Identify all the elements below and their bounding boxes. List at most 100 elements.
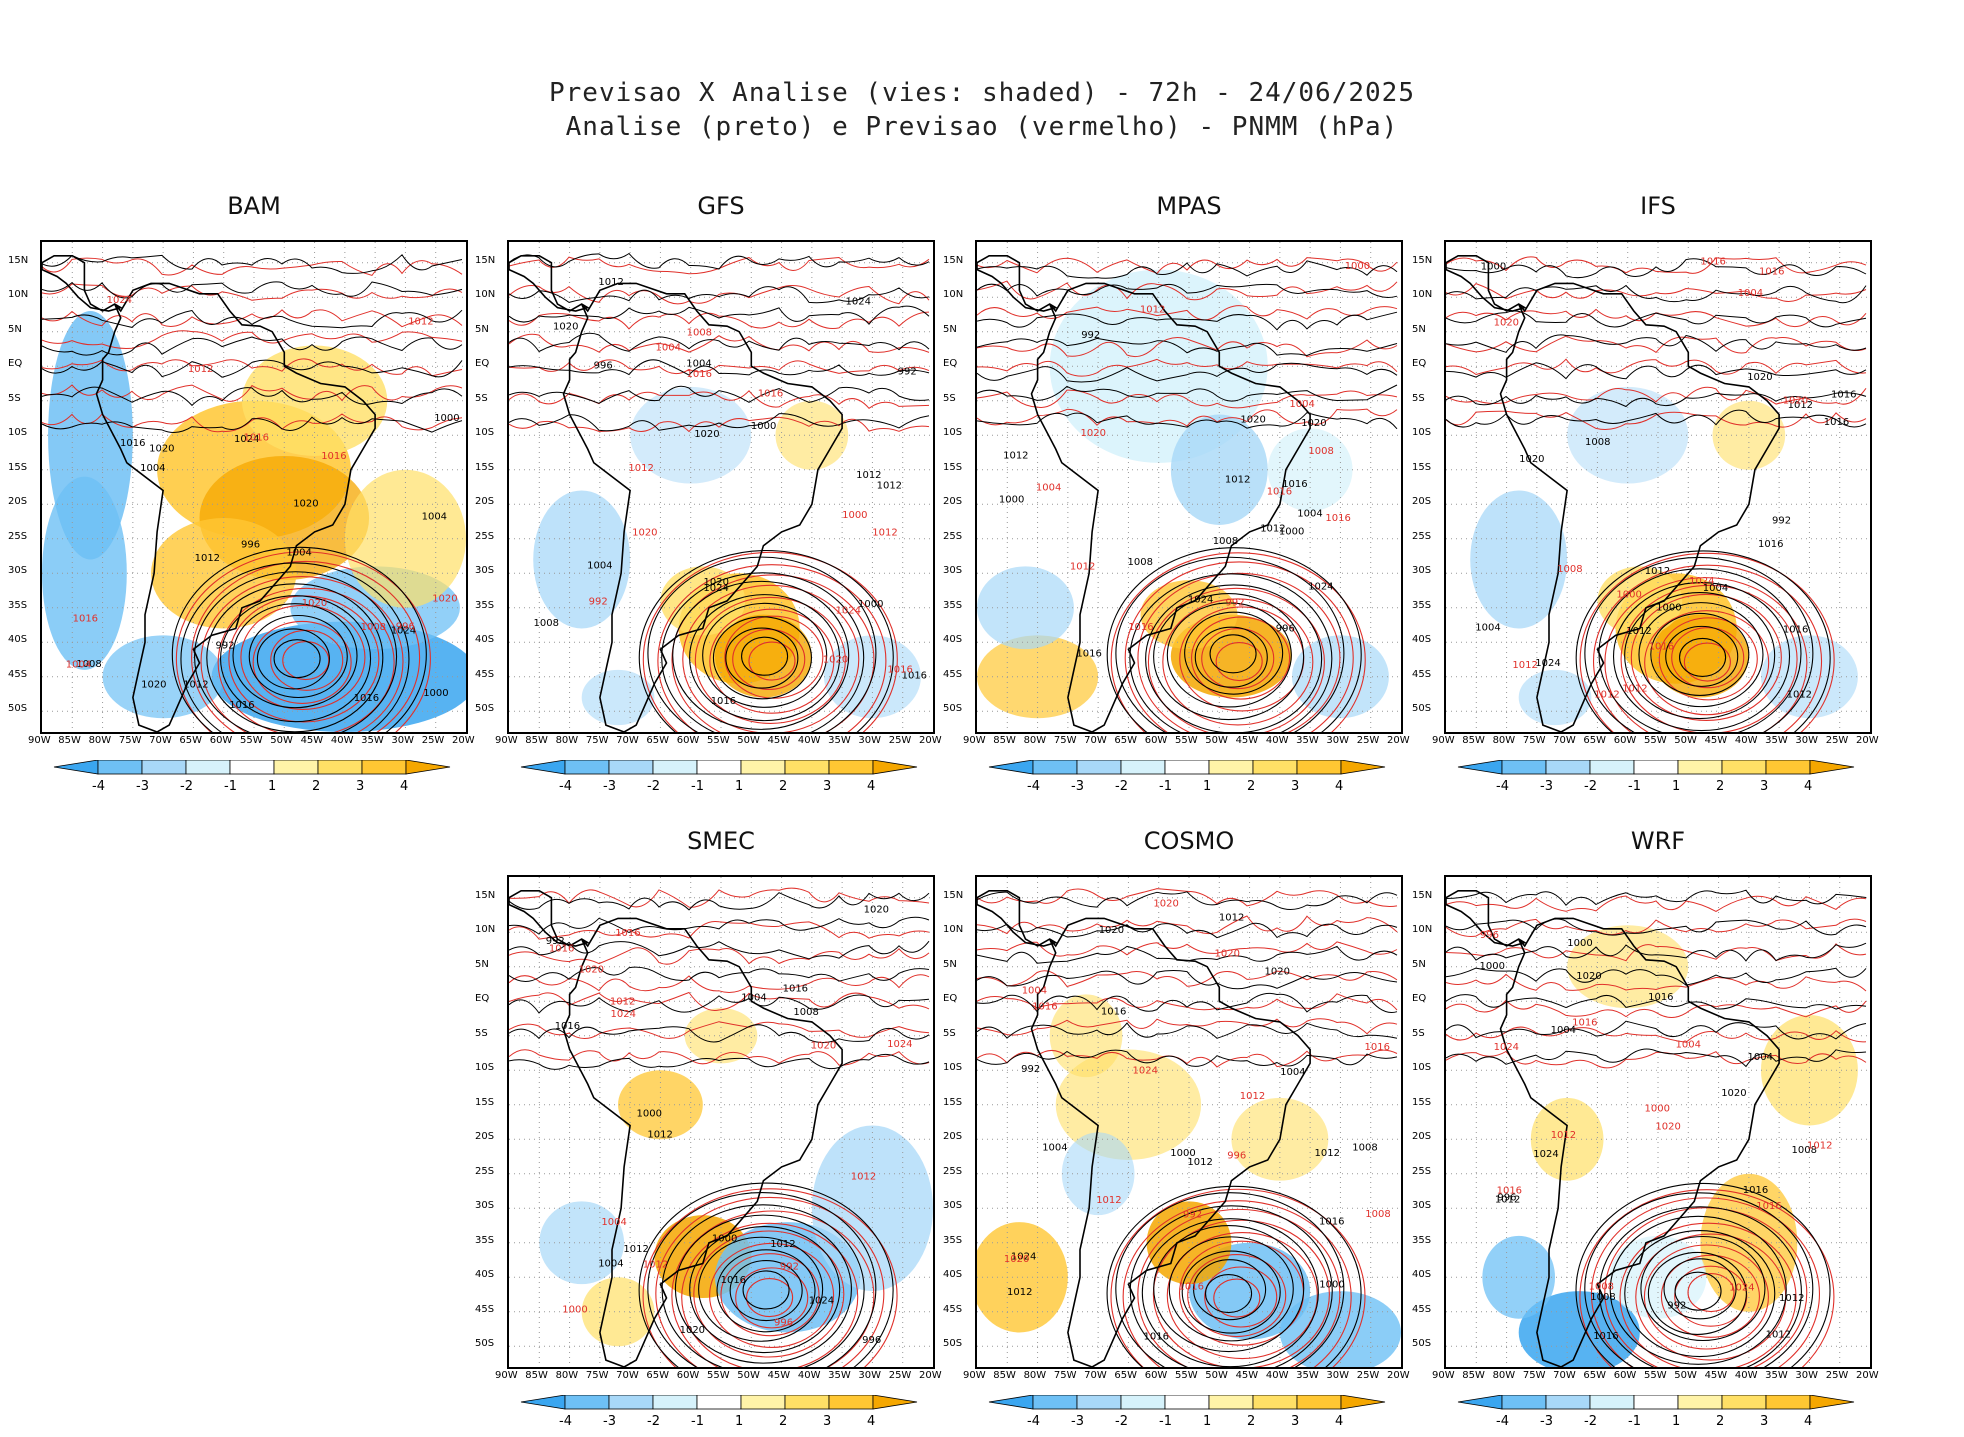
colorbar-tick: 3 xyxy=(356,779,364,794)
lon-label: 80W xyxy=(1023,1370,1047,1381)
lon-label: 20W xyxy=(1856,735,1879,746)
isobar-line xyxy=(1612,581,1791,732)
isobar-label: 1024 xyxy=(1533,1149,1558,1160)
isobar-label: 1016 xyxy=(1783,625,1808,636)
isobar-label: 1016 xyxy=(711,696,736,707)
lat-label: 30S xyxy=(475,1200,495,1212)
colorbar-segment xyxy=(1809,1395,1855,1410)
isobar-label: 992 xyxy=(780,1262,799,1273)
isobar-label: 996 xyxy=(774,1317,793,1328)
analysis-isobars xyxy=(977,260,1398,732)
isobar-label: 1016 xyxy=(1267,486,1292,497)
central-america-coastline xyxy=(42,255,123,312)
colorbar-tick: -2 xyxy=(180,779,193,794)
isobar-line xyxy=(709,1242,835,1349)
colorbar-tick: 1 xyxy=(268,779,276,794)
colorbar: -4 -3 -2 -1 1 2 3 4 xyxy=(1457,1395,1855,1429)
colorbar-segment xyxy=(53,760,99,775)
lon-label: 45W xyxy=(767,1370,791,1381)
isobar-label: 1012 xyxy=(877,481,902,492)
bias-area xyxy=(630,386,752,484)
isobar-label: 1008 xyxy=(1213,536,1238,547)
lat-label: 10N xyxy=(475,289,496,301)
colorbar-segment xyxy=(1164,760,1210,775)
isobar-line xyxy=(977,1022,1398,1039)
isobar-label: 1004 xyxy=(422,512,447,523)
lon-label: 50W xyxy=(1674,735,1697,746)
isobar-label: 1012 xyxy=(1495,1194,1520,1205)
isobar-label: 1012 xyxy=(1240,1091,1265,1102)
isobar-label: 1020 xyxy=(1153,899,1178,910)
lat-label: 35S xyxy=(475,599,495,611)
central-america-coastline xyxy=(1446,255,1527,312)
isobar-label: 1008 xyxy=(1792,1145,1817,1156)
isobar-label: 1020 xyxy=(149,443,174,454)
isobar-label: 1004 xyxy=(741,993,766,1004)
isobar-label: 1012 xyxy=(1645,566,1670,577)
isobar-line xyxy=(1153,593,1305,721)
colorbar-segment xyxy=(1252,1395,1298,1410)
isobar-line xyxy=(1153,1224,1305,1353)
lat-label: 15S xyxy=(475,1096,495,1108)
colorbar-tick: -1 xyxy=(224,779,237,794)
isobar-line xyxy=(1620,584,1798,732)
bias-map: 1016101210121012101610161020102010241012… xyxy=(1446,242,1870,732)
isobar-label: 1012 xyxy=(183,680,208,691)
isobar-line xyxy=(42,386,463,407)
isobar-label: 1012 xyxy=(851,1172,876,1183)
colorbar-segment xyxy=(1589,760,1635,775)
panel-mpas: MPAS 1012 1016 1012 1020 1024 1020 1012 1008 1004… xyxy=(943,192,1410,802)
isobar-label: 1020 xyxy=(302,598,327,609)
lon-label: 50W xyxy=(1205,1370,1228,1381)
isobar-label: 1016 xyxy=(1128,622,1153,633)
isobar-label: 1012 xyxy=(1807,1141,1832,1152)
isobar-line xyxy=(729,1259,803,1322)
isobar-label: 1000 xyxy=(434,413,459,424)
colorbar-tick: -4 xyxy=(1496,779,1509,794)
colorbar: -4 -3 -2 -1 1 2 3 4 xyxy=(988,1395,1386,1429)
colorbar-segment xyxy=(1164,1395,1210,1410)
isobar-label: 1000 xyxy=(637,1109,662,1120)
lon-label: 30W xyxy=(1795,1370,1819,1381)
isobar-line xyxy=(1147,587,1325,732)
colorbar-segment xyxy=(1677,1395,1723,1410)
isobar-line xyxy=(1446,895,1867,912)
isobar-label: 1016 xyxy=(1497,1186,1522,1197)
isobar-label: 1020 xyxy=(1240,415,1265,426)
bias-map: 1012101610121016101210201024102010081004… xyxy=(977,877,1401,1367)
bias-map: 1016101210121016102010201024101210081004… xyxy=(1446,877,1870,1367)
isobar-line xyxy=(1194,626,1268,688)
isobar-line xyxy=(1129,573,1333,732)
isobar-line xyxy=(1446,1050,1867,1069)
isobar-line xyxy=(509,252,930,270)
isobar-label: 1020 xyxy=(1081,428,1106,439)
isobar-label: 1024 xyxy=(703,583,728,594)
lon-label: 55W xyxy=(1644,1370,1667,1381)
lon-label: 25W xyxy=(888,735,912,746)
colorbar-segment xyxy=(1589,1395,1635,1410)
isobar-line xyxy=(1658,617,1758,701)
isobar-line xyxy=(1446,392,1867,408)
lon-label: 65W xyxy=(1114,1370,1138,1381)
isobar-label: 1016 xyxy=(1593,1331,1618,1342)
lon-label: 35W xyxy=(1765,735,1788,746)
lon-label: 65W xyxy=(1583,1370,1607,1381)
isobar-line xyxy=(1446,967,1867,986)
isobar-line xyxy=(1624,1229,1776,1358)
lat-label: 10N xyxy=(8,289,29,301)
isobar-label: 1024 xyxy=(1535,658,1560,669)
colorbar-tick: 1 xyxy=(1203,779,1211,794)
isobar-label: 1004 xyxy=(1738,288,1763,299)
bias-shading xyxy=(977,269,1389,719)
isobar-line xyxy=(1137,572,1341,732)
isobar-line xyxy=(1446,994,1867,1010)
lon-label: 50W xyxy=(737,1370,760,1381)
lon-label: 35W xyxy=(828,1370,851,1381)
colorbar-segment xyxy=(988,1395,1034,1410)
lat-label: 40S xyxy=(1412,1269,1432,1281)
isobar-label: 996 xyxy=(862,1335,881,1346)
lon-label: 90W xyxy=(1432,735,1455,746)
lon-label: 60W xyxy=(1613,735,1637,746)
isobar-line xyxy=(509,385,930,404)
